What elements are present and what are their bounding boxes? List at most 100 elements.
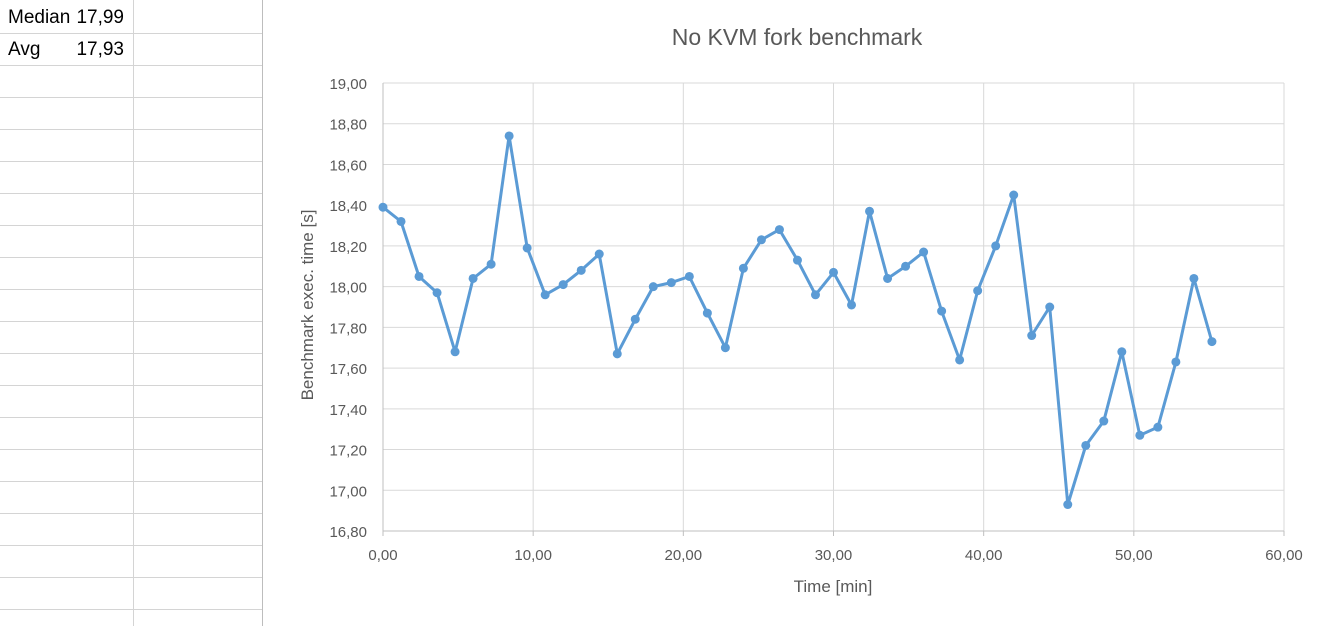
data-point: [414, 271, 424, 281]
data-point: [720, 343, 730, 353]
row-divider: [0, 161, 262, 162]
row-divider: [0, 97, 262, 98]
y-tick-label: 18,40: [329, 198, 367, 215]
data-point: [1189, 273, 1199, 283]
data-point: [810, 290, 820, 300]
y-axis-title: Benchmark exec. time [s]: [298, 210, 317, 401]
y-tick-label: 17,60: [329, 361, 367, 378]
x-axis-title: Time [min]: [794, 577, 873, 596]
tick-labels: 16,80 17,00 17,20 17,40 17,60 17,80 18,00 18,20…: [329, 76, 1302, 564]
data-point: [594, 249, 604, 259]
y-tick-label: 17,00: [329, 483, 367, 500]
data-point: [774, 225, 784, 235]
data-point: [883, 273, 893, 283]
data-point: [792, 255, 802, 265]
row-divider: [0, 449, 262, 450]
chart-title: No KVM fork benchmark: [672, 24, 923, 50]
data-point: [955, 355, 965, 365]
y-tick-label: 16,80: [329, 524, 367, 541]
data-point: [901, 261, 911, 271]
y-tick-label: 17,40: [329, 402, 367, 419]
row-divider: [0, 385, 262, 386]
x-tick-label: 10,00: [514, 547, 552, 564]
data-point: [432, 288, 442, 298]
column-divider: [133, 0, 134, 626]
axes: [382, 83, 1285, 536]
row-divider: [0, 225, 262, 226]
y-tick-label: 19,00: [329, 76, 367, 93]
data-point: [1009, 190, 1019, 200]
y-tick-label: 18,00: [329, 280, 367, 297]
data-point: [919, 247, 929, 257]
data-point: [1045, 302, 1055, 312]
data-point: [937, 306, 947, 316]
data-point: [1135, 430, 1145, 440]
data-point: [1027, 331, 1037, 341]
column-divider: [262, 0, 263, 626]
data-point: [612, 349, 622, 359]
data-point: [1153, 422, 1163, 432]
row-divider: [0, 609, 262, 610]
row-divider: [0, 289, 262, 290]
data-point: [756, 235, 766, 245]
row-divider: [0, 257, 262, 258]
row-divider: [0, 577, 262, 578]
y-tick-label: 17,20: [329, 443, 367, 460]
data-point: [847, 300, 857, 310]
row-divider: [0, 545, 262, 546]
data-point: [576, 265, 586, 275]
y-tick-label: 18,80: [329, 117, 367, 134]
x-tick-label: 50,00: [1115, 547, 1153, 564]
row-divider: [0, 353, 262, 354]
data-point: [1099, 416, 1109, 426]
data-point: [829, 267, 838, 277]
row-divider: [0, 481, 262, 482]
row-divider: [0, 193, 262, 194]
row-divider: [0, 65, 262, 66]
row-divider: [0, 33, 262, 34]
data-point: [540, 290, 550, 300]
x-tick-label: 60,00: [1265, 547, 1303, 564]
data-point: [1117, 347, 1127, 357]
row-divider: [0, 321, 262, 322]
row-divider: [0, 513, 262, 514]
data-point: [1081, 440, 1091, 450]
spreadsheet-grid: Median 17,99 Avg 17,93: [0, 0, 264, 626]
gridlines: [383, 82, 1285, 531]
data-point: [486, 259, 496, 269]
x-tick-label: 30,00: [815, 547, 853, 564]
data-point: [558, 280, 568, 290]
data-point: [684, 271, 694, 281]
data-point: [702, 308, 712, 318]
data-point: [504, 131, 514, 141]
data-point: [1171, 357, 1181, 367]
data-point: [648, 282, 658, 292]
data-point: [1207, 337, 1217, 347]
data-point: [630, 314, 640, 324]
chart-background: [266, 0, 1336, 626]
x-tick-label: 20,00: [665, 547, 703, 564]
series: [378, 131, 1217, 510]
data-point: [522, 243, 532, 253]
median-label-cell[interactable]: Median: [8, 7, 71, 28]
row-divider: [0, 129, 262, 130]
data-point: [468, 273, 478, 283]
median-value-cell[interactable]: 17,99: [76, 7, 124, 28]
data-point: [991, 241, 1001, 251]
data-point: [865, 206, 875, 216]
avg-label-cell[interactable]: Avg: [8, 39, 41, 60]
data-point: [1063, 500, 1073, 510]
y-tick-label: 18,60: [329, 157, 367, 174]
data-point: [738, 263, 748, 273]
avg-value-cell[interactable]: 17,93: [76, 39, 124, 60]
row-divider: [0, 417, 262, 418]
data-point: [378, 202, 388, 212]
data-point: [396, 216, 406, 226]
y-tick-label: 18,20: [329, 239, 367, 256]
y-tick-label: 17,80: [329, 320, 367, 337]
data-point: [973, 286, 983, 296]
data-point: [450, 347, 460, 357]
x-tick-label: 0,00: [368, 547, 397, 564]
